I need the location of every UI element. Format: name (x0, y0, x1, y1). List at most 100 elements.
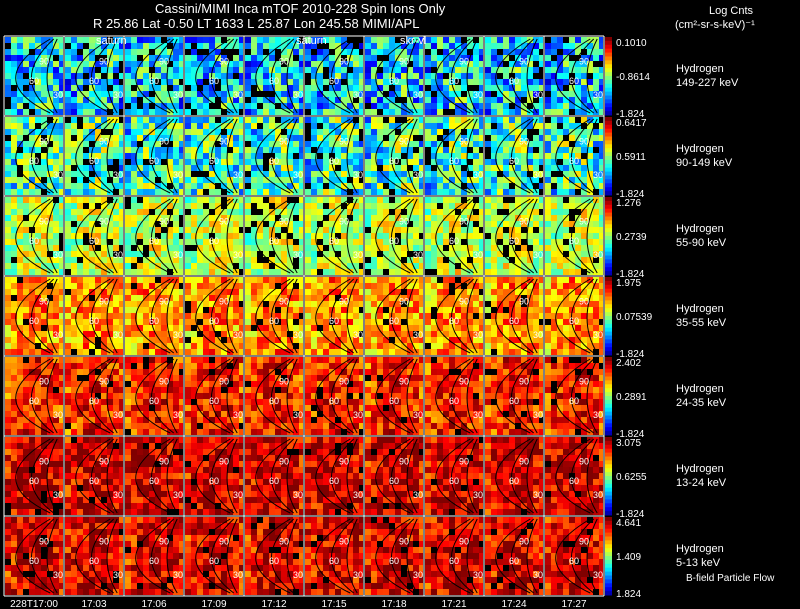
colorbar-segment (605, 517, 612, 522)
contour-label: 60 (449, 76, 459, 86)
colorbar-max-label: 3.075 (616, 438, 641, 449)
contour-line (391, 438, 415, 514)
contour-line (75, 358, 111, 434)
contour-line (451, 438, 475, 514)
contour-label: 60 (209, 236, 219, 246)
contour-line (91, 358, 115, 434)
contour-label: 30 (473, 90, 483, 100)
contour-label: 60 (389, 236, 399, 246)
contour-label: 90 (99, 296, 109, 306)
contour-label: 60 (509, 396, 519, 406)
legend-units: (cm²-sr-s-keV)⁻¹ (675, 19, 755, 31)
contour-line (391, 518, 415, 594)
colorbar-segment (605, 117, 612, 122)
row-energy-label: 90-149 keV (676, 157, 733, 169)
contour-line (46, 38, 58, 114)
contour-line (166, 278, 178, 354)
contour-label: 90 (219, 536, 229, 546)
contour-label: 30 (233, 410, 243, 420)
colorbar-segment (605, 187, 612, 192)
colorbar-segment (605, 476, 612, 481)
colorbar-segment (605, 163, 612, 169)
contour-line (75, 278, 111, 354)
colorbar-segment (605, 191, 612, 196)
contour-label: 30 (293, 330, 303, 340)
contour-line (255, 278, 291, 354)
contour-label: 60 (449, 556, 459, 566)
contour-label: 30 (353, 410, 363, 420)
contour-label: 60 (569, 556, 579, 566)
colorbar-segment (605, 571, 612, 576)
contour-line (331, 278, 355, 354)
contour-label: 30 (113, 490, 123, 500)
colorbar-segment (605, 419, 612, 424)
contour-label: 30 (53, 490, 63, 500)
contour-line (495, 438, 531, 514)
contour-label: 30 (353, 170, 363, 180)
colorbar-segment (605, 156, 612, 161)
colorbar-segment (605, 212, 612, 217)
colorbar-segment (605, 556, 612, 561)
contour-line (106, 198, 118, 274)
contour-line (406, 518, 418, 594)
contour-label: 90 (579, 136, 589, 146)
contour-label: 30 (173, 90, 183, 100)
contour-label: 30 (293, 570, 303, 580)
colorbar-segment (605, 372, 612, 377)
contour-label: 30 (293, 90, 303, 100)
colorbar-segment (605, 411, 612, 416)
contour-line (526, 358, 538, 434)
colorbar-segment (605, 423, 612, 428)
contour-line (586, 358, 598, 434)
contour-label: 30 (173, 330, 183, 340)
contour-line (315, 198, 351, 274)
colorbar-segment (605, 323, 612, 329)
row-energy-label: 35-55 keV (676, 317, 727, 329)
x-tick-label: 17:12 (261, 599, 286, 609)
contour-label: 90 (279, 56, 289, 66)
contour-label: 90 (159, 296, 169, 306)
contour-label: 30 (413, 90, 423, 100)
contour-line (226, 118, 238, 194)
contour-label: 60 (269, 316, 279, 326)
contour-label: 60 (29, 76, 39, 86)
contour-line (195, 38, 231, 114)
contour-label: 30 (233, 170, 243, 180)
contour-label: 30 (473, 410, 483, 420)
colorbar-segment (605, 95, 612, 100)
contour-label: 60 (449, 396, 459, 406)
contour-label: 60 (389, 156, 399, 166)
contour-label: 90 (39, 296, 49, 306)
colorbar-segment (605, 152, 612, 157)
x-tick-label: 17:21 (441, 599, 466, 609)
heatmap-row-4 (5, 277, 603, 355)
contour-label: 90 (279, 456, 289, 466)
contour-label: 30 (593, 90, 603, 100)
contour-line (75, 518, 111, 594)
row-species-label: Hydrogen (676, 463, 724, 475)
contour-label: 90 (219, 376, 229, 386)
x-tick-label: 17:15 (321, 599, 346, 609)
contour-line (286, 278, 298, 354)
colorbar-segment (605, 587, 612, 592)
x-tick-label: 17:24 (501, 599, 526, 609)
contour-line (435, 518, 471, 594)
contour-line (495, 198, 531, 274)
contour-label: 60 (29, 476, 39, 486)
contour-line (151, 358, 175, 434)
contour-label: 30 (533, 330, 543, 340)
contour-line (406, 358, 418, 434)
contour-label: 60 (329, 396, 339, 406)
contour-line (375, 438, 411, 514)
contour-label: 30 (413, 490, 423, 500)
contour-label: 90 (159, 56, 169, 66)
colorbar-segment (605, 524, 612, 530)
contour-label: 90 (159, 376, 169, 386)
contour-label: 90 (279, 536, 289, 546)
contour-label: 30 (113, 330, 123, 340)
contour-label: 60 (389, 476, 399, 486)
contour-line (586, 518, 598, 594)
contour-line (466, 358, 478, 434)
contour-line (526, 198, 538, 274)
contour-line (166, 518, 178, 594)
